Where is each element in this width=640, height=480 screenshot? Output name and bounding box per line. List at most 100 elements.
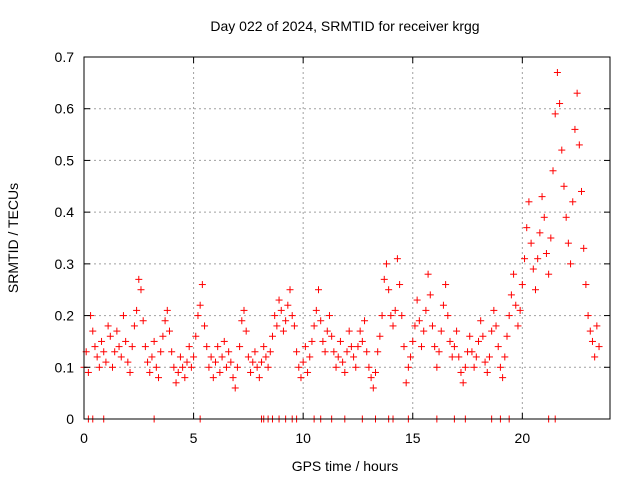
x-tick-labels: 0 5 10 15 20 (80, 430, 530, 446)
data-point (580, 244, 588, 252)
data-point (391, 306, 399, 314)
data-point (168, 348, 176, 356)
data-point (415, 317, 423, 325)
data-point (586, 327, 594, 335)
data-point (448, 353, 456, 361)
data-point (398, 312, 406, 320)
data-point (339, 358, 347, 366)
data-point (312, 306, 320, 314)
data-point (564, 239, 572, 247)
data-point (268, 332, 276, 340)
data-point (387, 312, 395, 320)
data-point (374, 348, 382, 356)
data-point (227, 358, 235, 366)
data-point (457, 368, 465, 376)
data-point (238, 317, 246, 325)
data-point (365, 363, 373, 371)
data-point (176, 353, 184, 361)
data-point (527, 239, 535, 247)
data-point (475, 337, 482, 345)
data-point (385, 286, 393, 294)
data-point (310, 322, 318, 330)
data-point (424, 270, 432, 278)
data-point (187, 363, 195, 371)
data-point (201, 322, 209, 330)
data-point (569, 198, 577, 206)
data-point (407, 353, 415, 361)
data-point (341, 368, 349, 376)
data-point (299, 358, 307, 366)
data-point (91, 343, 99, 351)
data-point (540, 213, 548, 221)
data-point (549, 167, 557, 175)
data-point (301, 343, 309, 351)
data-point (347, 343, 355, 351)
data-point (560, 182, 568, 190)
data-point (591, 353, 599, 361)
x-tick-label: 5 (190, 430, 198, 446)
data-point (332, 363, 340, 371)
data-point (196, 301, 204, 309)
data-point (431, 343, 439, 351)
data-point (503, 332, 511, 340)
data-point (536, 229, 544, 237)
data-point (260, 343, 268, 351)
data-point (113, 327, 121, 335)
data-point (525, 198, 533, 206)
data-point (321, 348, 329, 356)
data-point (179, 363, 187, 371)
x-tick-label: 20 (515, 430, 531, 446)
data-point (470, 363, 478, 371)
data-point (516, 306, 524, 314)
data-point (315, 286, 323, 294)
x-tick-label: 10 (295, 430, 311, 446)
data-point (505, 312, 513, 320)
data-point (466, 332, 474, 340)
data-point (192, 332, 200, 340)
data-point (253, 363, 261, 371)
x-tick-label: 0 (80, 430, 88, 446)
data-point (545, 270, 553, 278)
data-points (80, 69, 603, 423)
data-point (325, 312, 333, 320)
data-point (529, 265, 537, 273)
data-point (446, 337, 454, 345)
data-point (328, 332, 336, 340)
data-point (306, 353, 314, 361)
data-point (185, 343, 193, 351)
data-point (130, 322, 138, 330)
data-point (453, 327, 461, 335)
data-point (115, 343, 123, 351)
data-point (212, 358, 219, 366)
data-point (93, 353, 101, 361)
data-point (209, 374, 217, 382)
data-point (371, 368, 379, 376)
y-tick-label: 0.7 (55, 49, 75, 65)
data-point (468, 348, 476, 356)
data-point (455, 353, 463, 361)
y-tick-label: 0.6 (55, 101, 75, 117)
data-point (411, 322, 419, 330)
data-point (553, 69, 561, 77)
data-point (137, 286, 145, 294)
data-point (485, 353, 493, 361)
data-point (275, 296, 283, 304)
data-point (286, 286, 294, 294)
data-point (461, 363, 469, 371)
chart-title: Day 022 of 2024, SRMTID for receiver krg… (210, 18, 479, 34)
data-point (170, 363, 178, 371)
data-point (198, 281, 206, 289)
data-point (523, 224, 531, 232)
data-point (437, 327, 445, 335)
data-point (534, 255, 542, 263)
data-point (578, 187, 586, 195)
data-point (547, 234, 555, 242)
data-point (165, 327, 173, 335)
data-point (247, 368, 255, 376)
data-point (409, 337, 417, 345)
data-point (481, 358, 489, 366)
data-point (172, 379, 180, 387)
data-point (396, 281, 404, 289)
data-point (89, 327, 97, 335)
